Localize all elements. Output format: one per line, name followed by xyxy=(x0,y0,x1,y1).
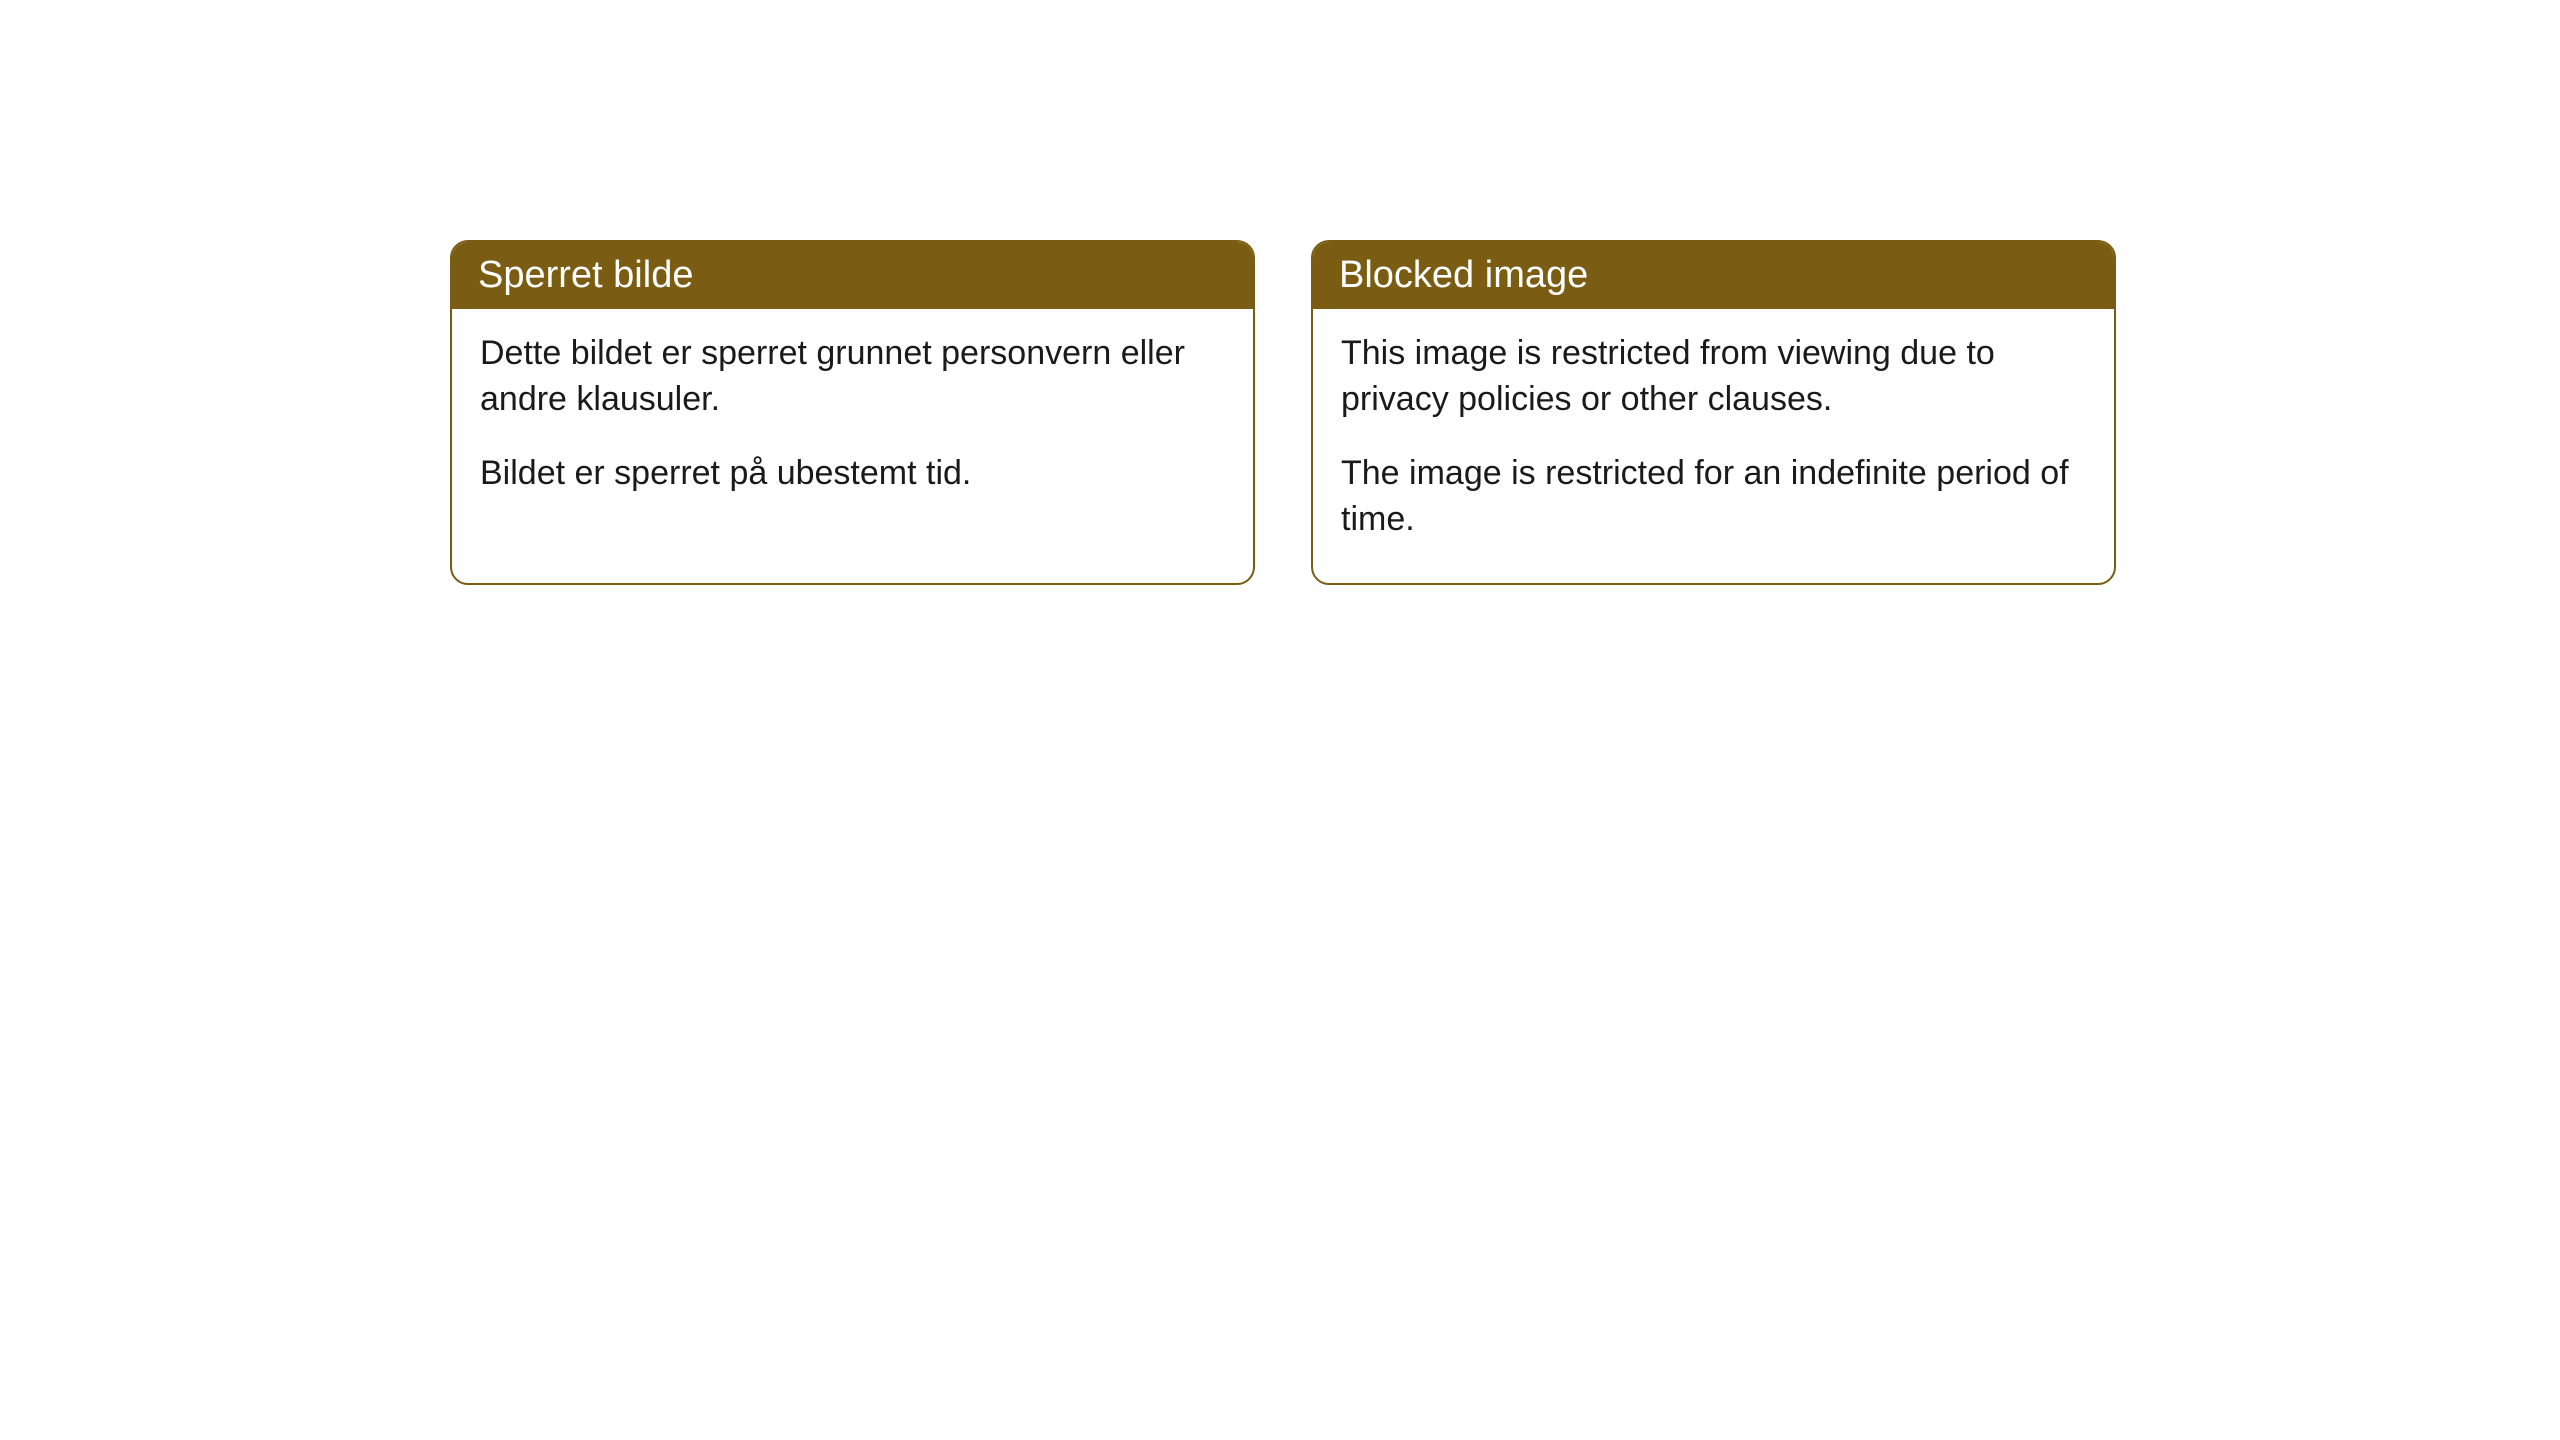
card-header: Sperret bilde xyxy=(452,242,1253,309)
card-title: Blocked image xyxy=(1339,254,1588,296)
card-paragraph: This image is restricted from viewing du… xyxy=(1341,331,2086,423)
card-header: Blocked image xyxy=(1313,242,2114,309)
card-paragraph: The image is restricted for an indefinit… xyxy=(1341,451,2086,543)
card-body: Dette bildet er sperret grunnet personve… xyxy=(452,309,1253,537)
card-paragraph: Dette bildet er sperret grunnet personve… xyxy=(480,331,1225,423)
notice-card-norwegian: Sperret bilde Dette bildet er sperret gr… xyxy=(450,240,1255,585)
notice-cards-container: Sperret bilde Dette bildet er sperret gr… xyxy=(450,240,2116,585)
card-paragraph: Bildet er sperret på ubestemt tid. xyxy=(480,451,1225,497)
card-body: This image is restricted from viewing du… xyxy=(1313,309,2114,583)
notice-card-english: Blocked image This image is restricted f… xyxy=(1311,240,2116,585)
card-title: Sperret bilde xyxy=(478,254,693,296)
